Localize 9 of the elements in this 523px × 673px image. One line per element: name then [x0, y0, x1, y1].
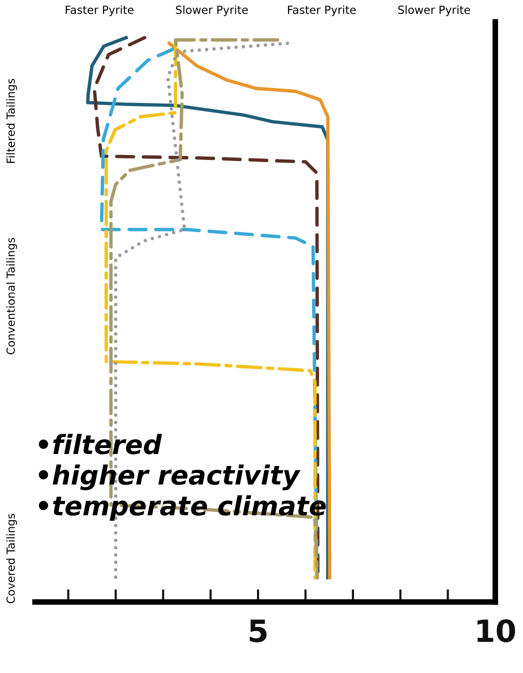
- x-tick-label: 10: [477, 619, 516, 642]
- text: Faster Pyrite: [288, 5, 356, 16]
- text: Faster Pyrite: [66, 5, 134, 16]
- text: Conventional Tailings: [6, 238, 18, 354]
- text: Slower Pyrite: [398, 5, 470, 16]
- text: Filtered Tailings: [6, 78, 18, 163]
- text: Slower Pyrite: [176, 5, 248, 16]
- text: Covered Tailings: [6, 514, 18, 604]
- x-tick-label: 5: [250, 620, 267, 642]
